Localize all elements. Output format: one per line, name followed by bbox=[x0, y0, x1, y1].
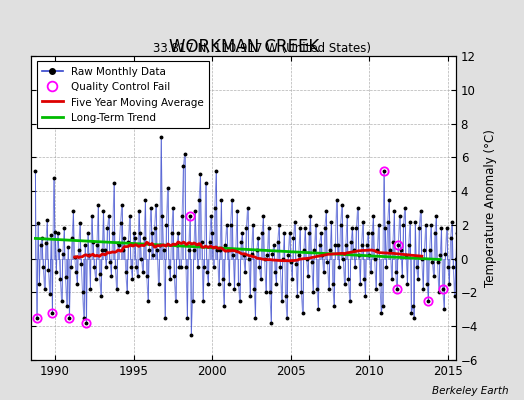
Text: 33.817 N, 110.917 W (United States): 33.817 N, 110.917 W (United States) bbox=[153, 42, 371, 55]
Title: WORKMAN CREEK: WORKMAN CREEK bbox=[169, 38, 319, 56]
Y-axis label: Temperature Anomaly (°C): Temperature Anomaly (°C) bbox=[484, 129, 497, 287]
Text: Berkeley Earth: Berkeley Earth bbox=[432, 386, 508, 396]
Legend: Raw Monthly Data, Quality Control Fail, Five Year Moving Average, Long-Term Tren: Raw Monthly Data, Quality Control Fail, … bbox=[37, 61, 209, 128]
